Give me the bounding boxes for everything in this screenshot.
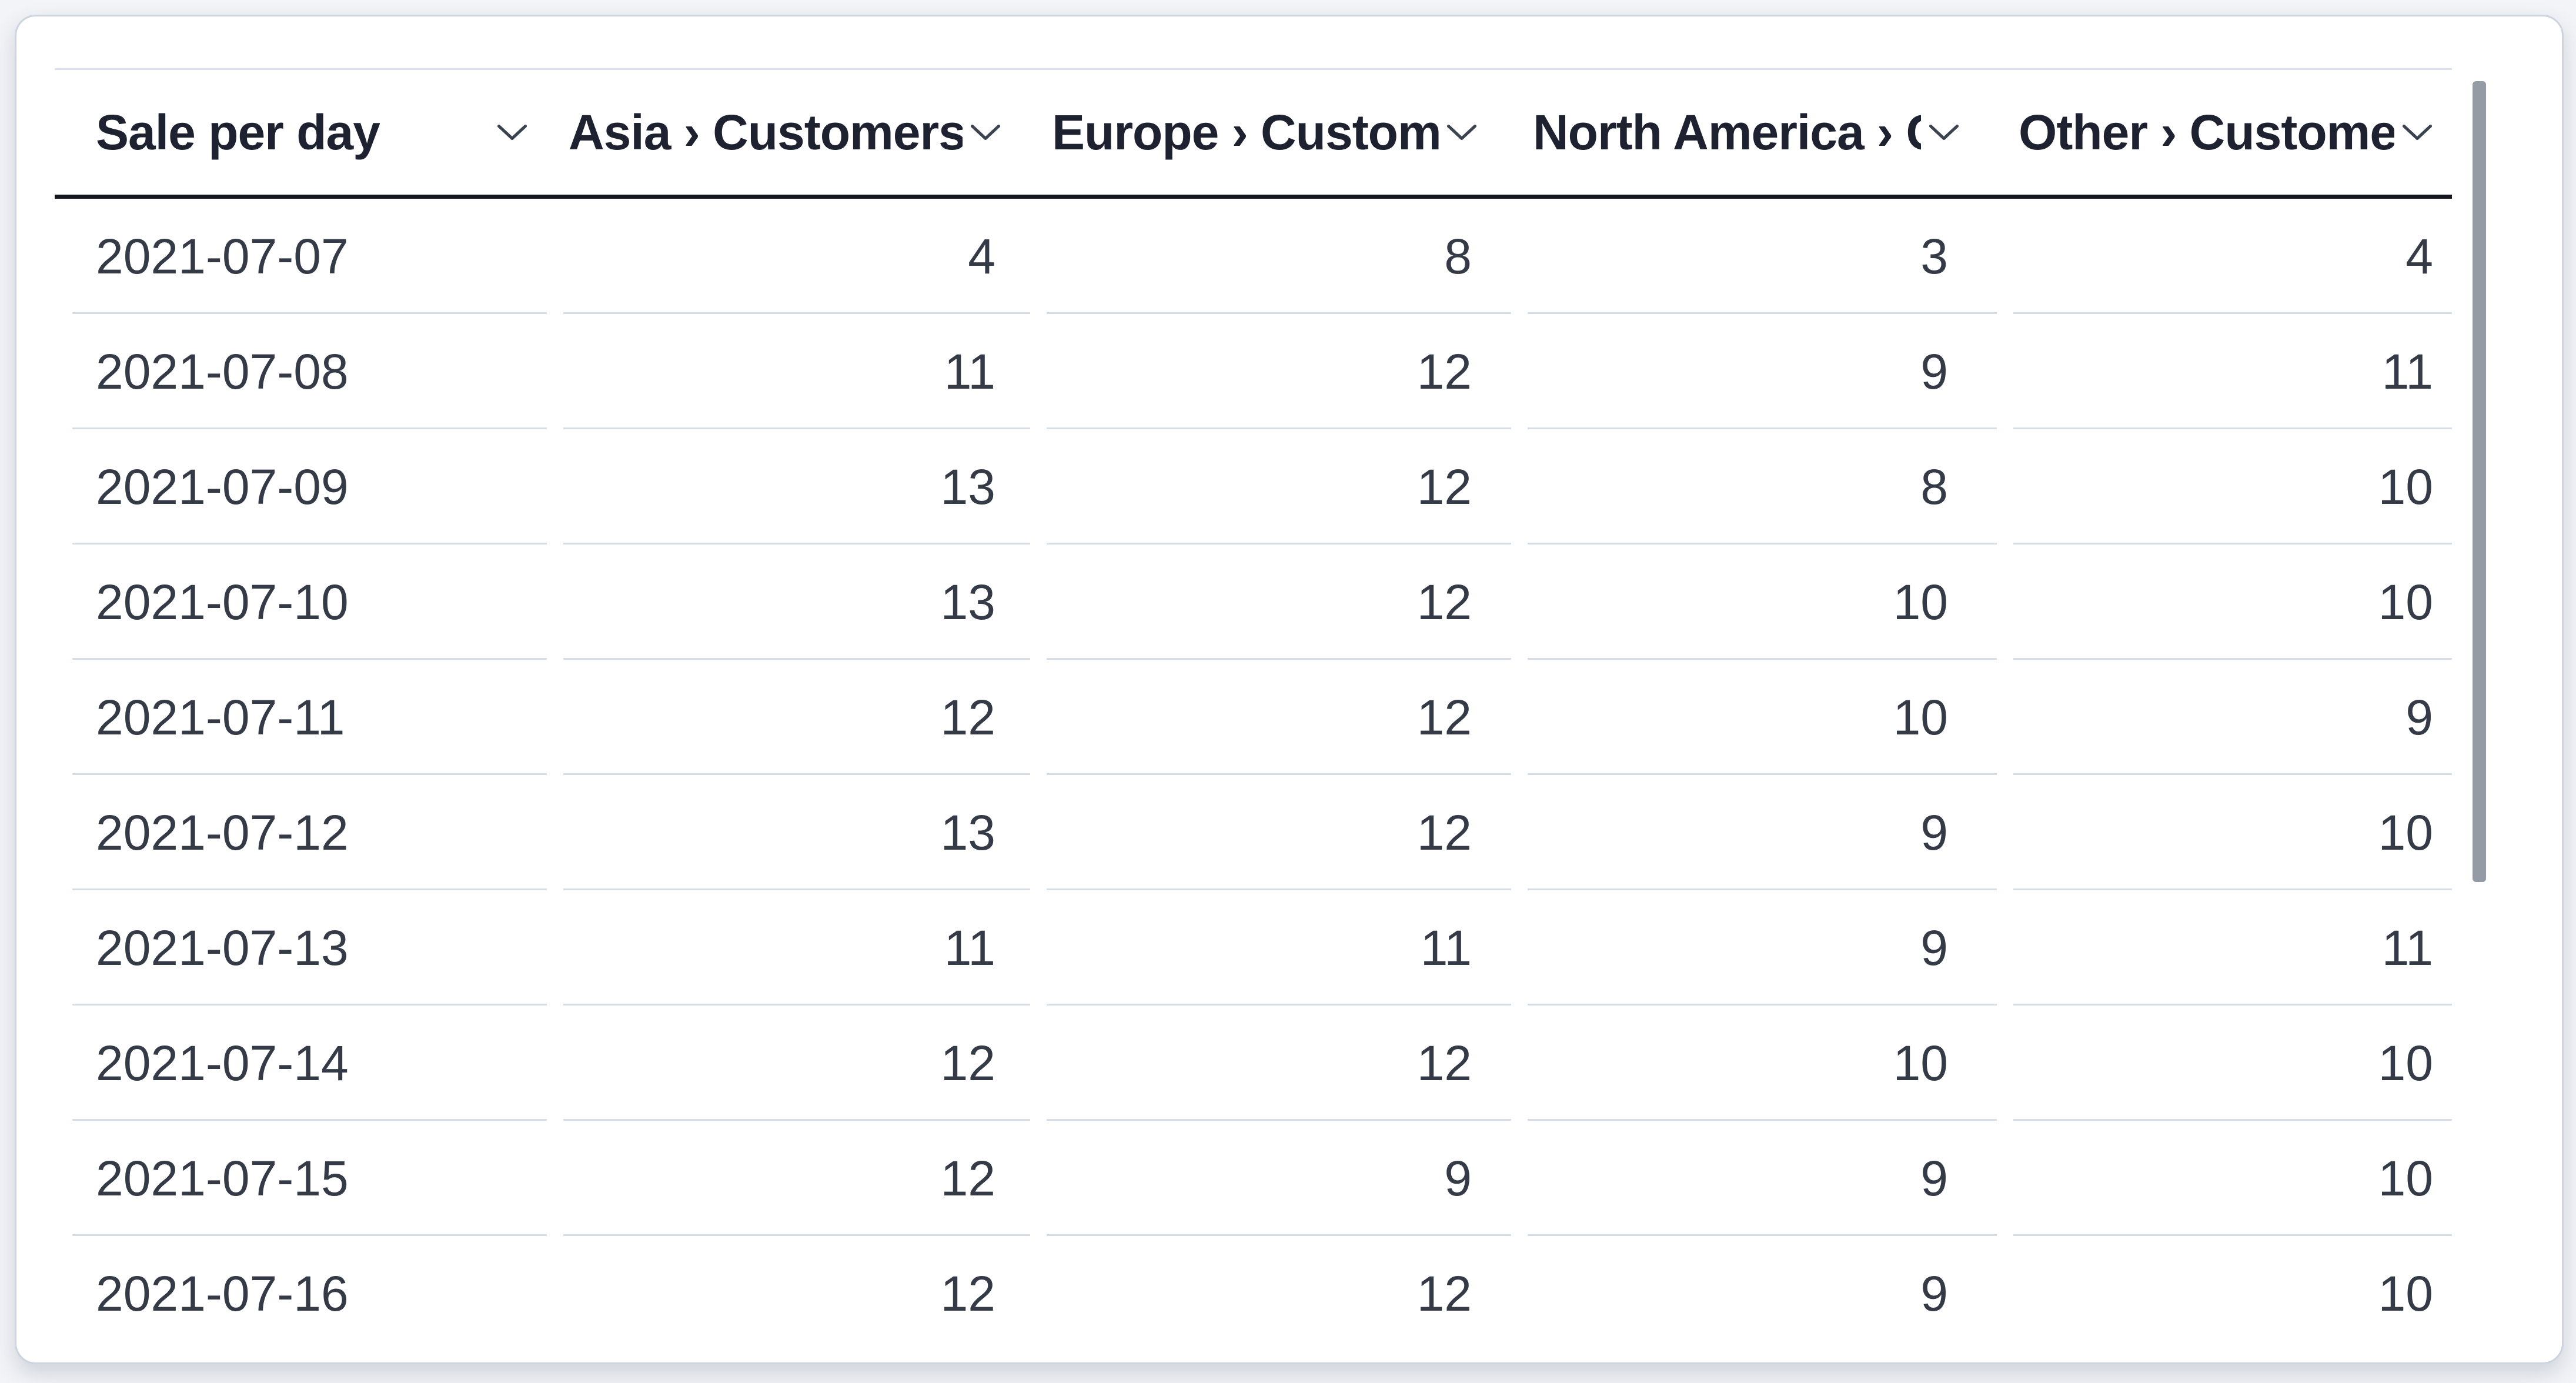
value-cell: 9 <box>1519 1236 2005 1338</box>
value-cell: 10 <box>2005 429 2452 544</box>
value-cell: 9 <box>1519 1121 2005 1236</box>
value-cell: 12 <box>1038 1005 1519 1121</box>
date-cell: 2021-07-12 <box>55 775 555 890</box>
value-cell: 12 <box>1038 314 1519 429</box>
data-grid: Sale per day Asia › Customers Europe › C… <box>55 68 2452 1338</box>
table-row: 2021-07-08 11 12 9 11 <box>55 314 2452 429</box>
date-cell: 2021-07-11 <box>55 660 555 775</box>
value-cell: 4 <box>2005 199 2452 314</box>
date-cell: 2021-07-10 <box>55 544 555 660</box>
table-header-row: Sale per day Asia › Customers Europe › C… <box>55 68 2452 199</box>
vertical-scrollbar-thumb[interactable] <box>2473 81 2486 882</box>
table-panel: Sale per day Asia › Customers Europe › C… <box>15 15 2564 1364</box>
table-body: 2021-07-07 4 8 3 4 2021-07-08 11 12 9 11… <box>55 199 2452 1338</box>
date-cell: 2021-07-16 <box>55 1236 555 1338</box>
value-cell: 10 <box>2005 1005 2452 1121</box>
table-row: 2021-07-11 12 12 10 9 <box>55 660 2452 775</box>
column-header-label: Sale per day <box>96 104 380 160</box>
value-cell: 10 <box>2005 1121 2452 1236</box>
value-cell: 12 <box>1038 775 1519 890</box>
value-cell: 13 <box>555 429 1038 544</box>
value-cell: 9 <box>1519 314 2005 429</box>
date-cell: 2021-07-15 <box>55 1121 555 1236</box>
date-cell: 2021-07-09 <box>55 429 555 544</box>
value-cell: 11 <box>555 314 1038 429</box>
column-header-label: North America › Customers <box>1533 104 1921 160</box>
value-cell: 9 <box>2005 660 2452 775</box>
chevron-down-icon[interactable] <box>970 123 1001 142</box>
table-row: 2021-07-10 13 12 10 10 <box>55 544 2452 660</box>
value-cell: 12 <box>1038 544 1519 660</box>
value-cell: 4 <box>555 199 1038 314</box>
value-cell: 10 <box>2005 1236 2452 1338</box>
date-cell: 2021-07-07 <box>55 199 555 314</box>
value-cell: 12 <box>1038 1236 1519 1338</box>
column-header-other-customers[interactable]: Other › Customers <box>2005 70 2452 195</box>
table-row: 2021-07-13 11 11 9 11 <box>55 890 2452 1005</box>
value-cell: 12 <box>555 1121 1038 1236</box>
chevron-down-icon[interactable] <box>496 123 528 142</box>
value-cell: 10 <box>1519 544 2005 660</box>
value-cell: 12 <box>555 660 1038 775</box>
value-cell: 13 <box>555 775 1038 890</box>
value-cell: 11 <box>2005 314 2452 429</box>
value-cell: 12 <box>1038 660 1519 775</box>
chevron-down-icon[interactable] <box>2401 123 2433 142</box>
table-row: 2021-07-16 12 12 9 10 <box>55 1236 2452 1338</box>
column-header-label: Other › Customers <box>2019 104 2394 160</box>
value-cell: 10 <box>2005 775 2452 890</box>
value-cell: 10 <box>1519 1005 2005 1121</box>
value-cell: 12 <box>555 1005 1038 1121</box>
column-header-sale-per-day[interactable]: Sale per day <box>55 70 555 195</box>
date-cell: 2021-07-08 <box>55 314 555 429</box>
date-cell: 2021-07-14 <box>55 1005 555 1121</box>
value-cell: 3 <box>1519 199 2005 314</box>
column-header-asia-customers[interactable]: Asia › Customers <box>555 70 1038 195</box>
value-cell: 12 <box>1038 429 1519 544</box>
value-cell: 9 <box>1519 775 2005 890</box>
value-cell: 11 <box>1038 890 1519 1005</box>
table-row: 2021-07-07 4 8 3 4 <box>55 199 2452 314</box>
value-cell: 11 <box>555 890 1038 1005</box>
column-header-europe-customers[interactable]: Europe › Customers <box>1038 70 1519 195</box>
table-row: 2021-07-15 12 9 9 10 <box>55 1121 2452 1236</box>
column-header-label: Asia › Customers <box>569 104 963 160</box>
value-cell: 8 <box>1519 429 2005 544</box>
value-cell: 9 <box>1519 890 2005 1005</box>
value-cell: 10 <box>2005 544 2452 660</box>
value-cell: 11 <box>2005 890 2452 1005</box>
column-header-north-america-customers[interactable]: North America › Customers <box>1519 70 2005 195</box>
table-row: 2021-07-12 13 12 9 10 <box>55 775 2452 890</box>
table-row: 2021-07-09 13 12 8 10 <box>55 429 2452 544</box>
date-cell: 2021-07-13 <box>55 890 555 1005</box>
value-cell: 12 <box>555 1236 1038 1338</box>
column-header-label: Europe › Customers <box>1052 104 1439 160</box>
value-cell: 8 <box>1038 199 1519 314</box>
value-cell: 9 <box>1038 1121 1519 1236</box>
table-row: 2021-07-14 12 12 10 10 <box>55 1005 2452 1121</box>
value-cell: 10 <box>1519 660 2005 775</box>
value-cell: 13 <box>555 544 1038 660</box>
chevron-down-icon[interactable] <box>1928 123 1960 142</box>
chevron-down-icon[interactable] <box>1446 123 1478 142</box>
